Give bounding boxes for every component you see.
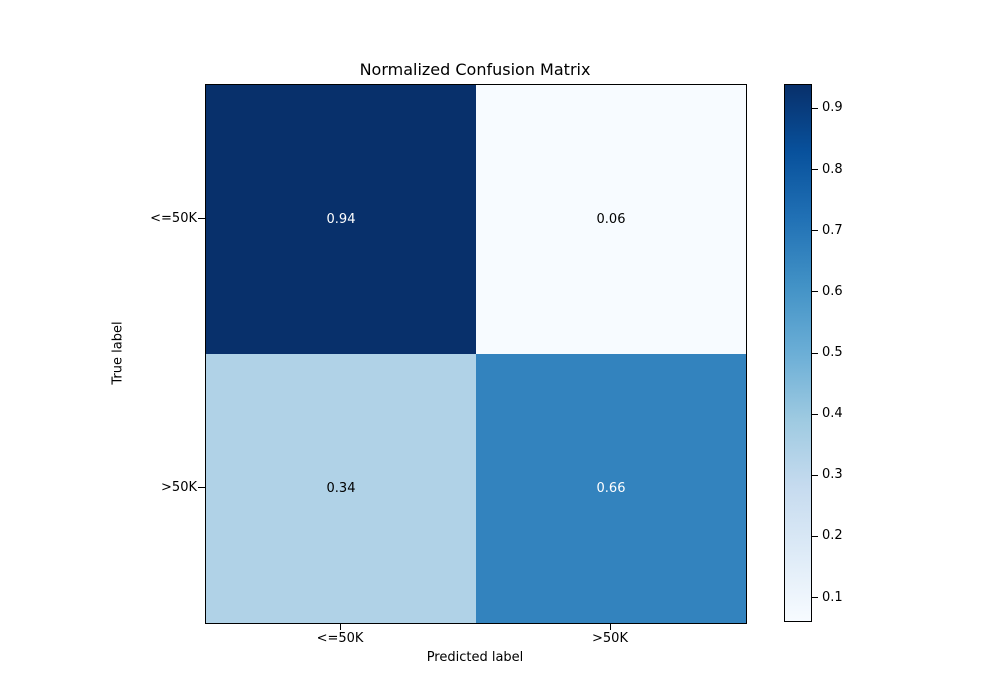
heatmap-cell-r1c1: 0.66 <box>476 354 746 623</box>
y-tick-mark <box>198 487 205 488</box>
heatmap-cell-r0c1: 0.06 <box>476 85 746 354</box>
colorbar-tick-label: 0.8 <box>822 161 843 177</box>
colorbar-tick-label: 0.6 <box>822 283 843 299</box>
y-axis-label: True label <box>110 321 126 385</box>
colorbar-tick-label: 0.4 <box>822 406 843 422</box>
heatmap-cell-r1c0: 0.34 <box>206 354 476 623</box>
colorbar-tick-mark <box>812 107 818 109</box>
colorbar <box>784 84 812 622</box>
colorbar-tick-mark <box>812 413 818 415</box>
colorbar-tick-label: 0.9 <box>822 100 843 116</box>
cell-value: 0.34 <box>326 481 356 496</box>
cell-value: 0.06 <box>596 212 626 227</box>
colorbar-tick-label: 0.1 <box>822 589 843 605</box>
y-tick-mark <box>198 218 205 219</box>
colorbar-tick-label: 0.2 <box>822 528 843 544</box>
colorbar-tick-label: 0.7 <box>822 222 843 238</box>
y-tick-label: >50K <box>161 479 197 495</box>
chart-title: Normalized Confusion Matrix <box>359 60 591 79</box>
confusion-matrix-heatmap: 0.94 0.06 0.34 0.66 <box>205 84 747 624</box>
cell-value: 0.66 <box>596 481 626 496</box>
colorbar-tick-label: 0.5 <box>822 345 843 360</box>
colorbar-tick-mark <box>812 474 818 476</box>
x-tick-label: <=50K <box>316 631 364 646</box>
colorbar-tick-mark <box>812 535 818 537</box>
colorbar-tick-mark <box>812 291 818 293</box>
colorbar-tick-mark <box>812 230 818 232</box>
y-tick-label: <=50K <box>150 210 197 226</box>
colorbar-tick-mark <box>812 352 818 354</box>
colorbar-tick-mark <box>812 169 818 171</box>
colorbar-tick-label: 0.3 <box>822 467 843 483</box>
colorbar-tick-mark <box>812 597 818 599</box>
x-tick-label: >50K <box>592 631 628 646</box>
x-axis-label: Predicted label <box>426 650 524 665</box>
x-tick-mark <box>609 623 611 630</box>
cell-value: 0.94 <box>326 212 356 227</box>
x-tick-mark <box>339 623 341 630</box>
heatmap-cell-r0c0: 0.94 <box>206 85 476 354</box>
